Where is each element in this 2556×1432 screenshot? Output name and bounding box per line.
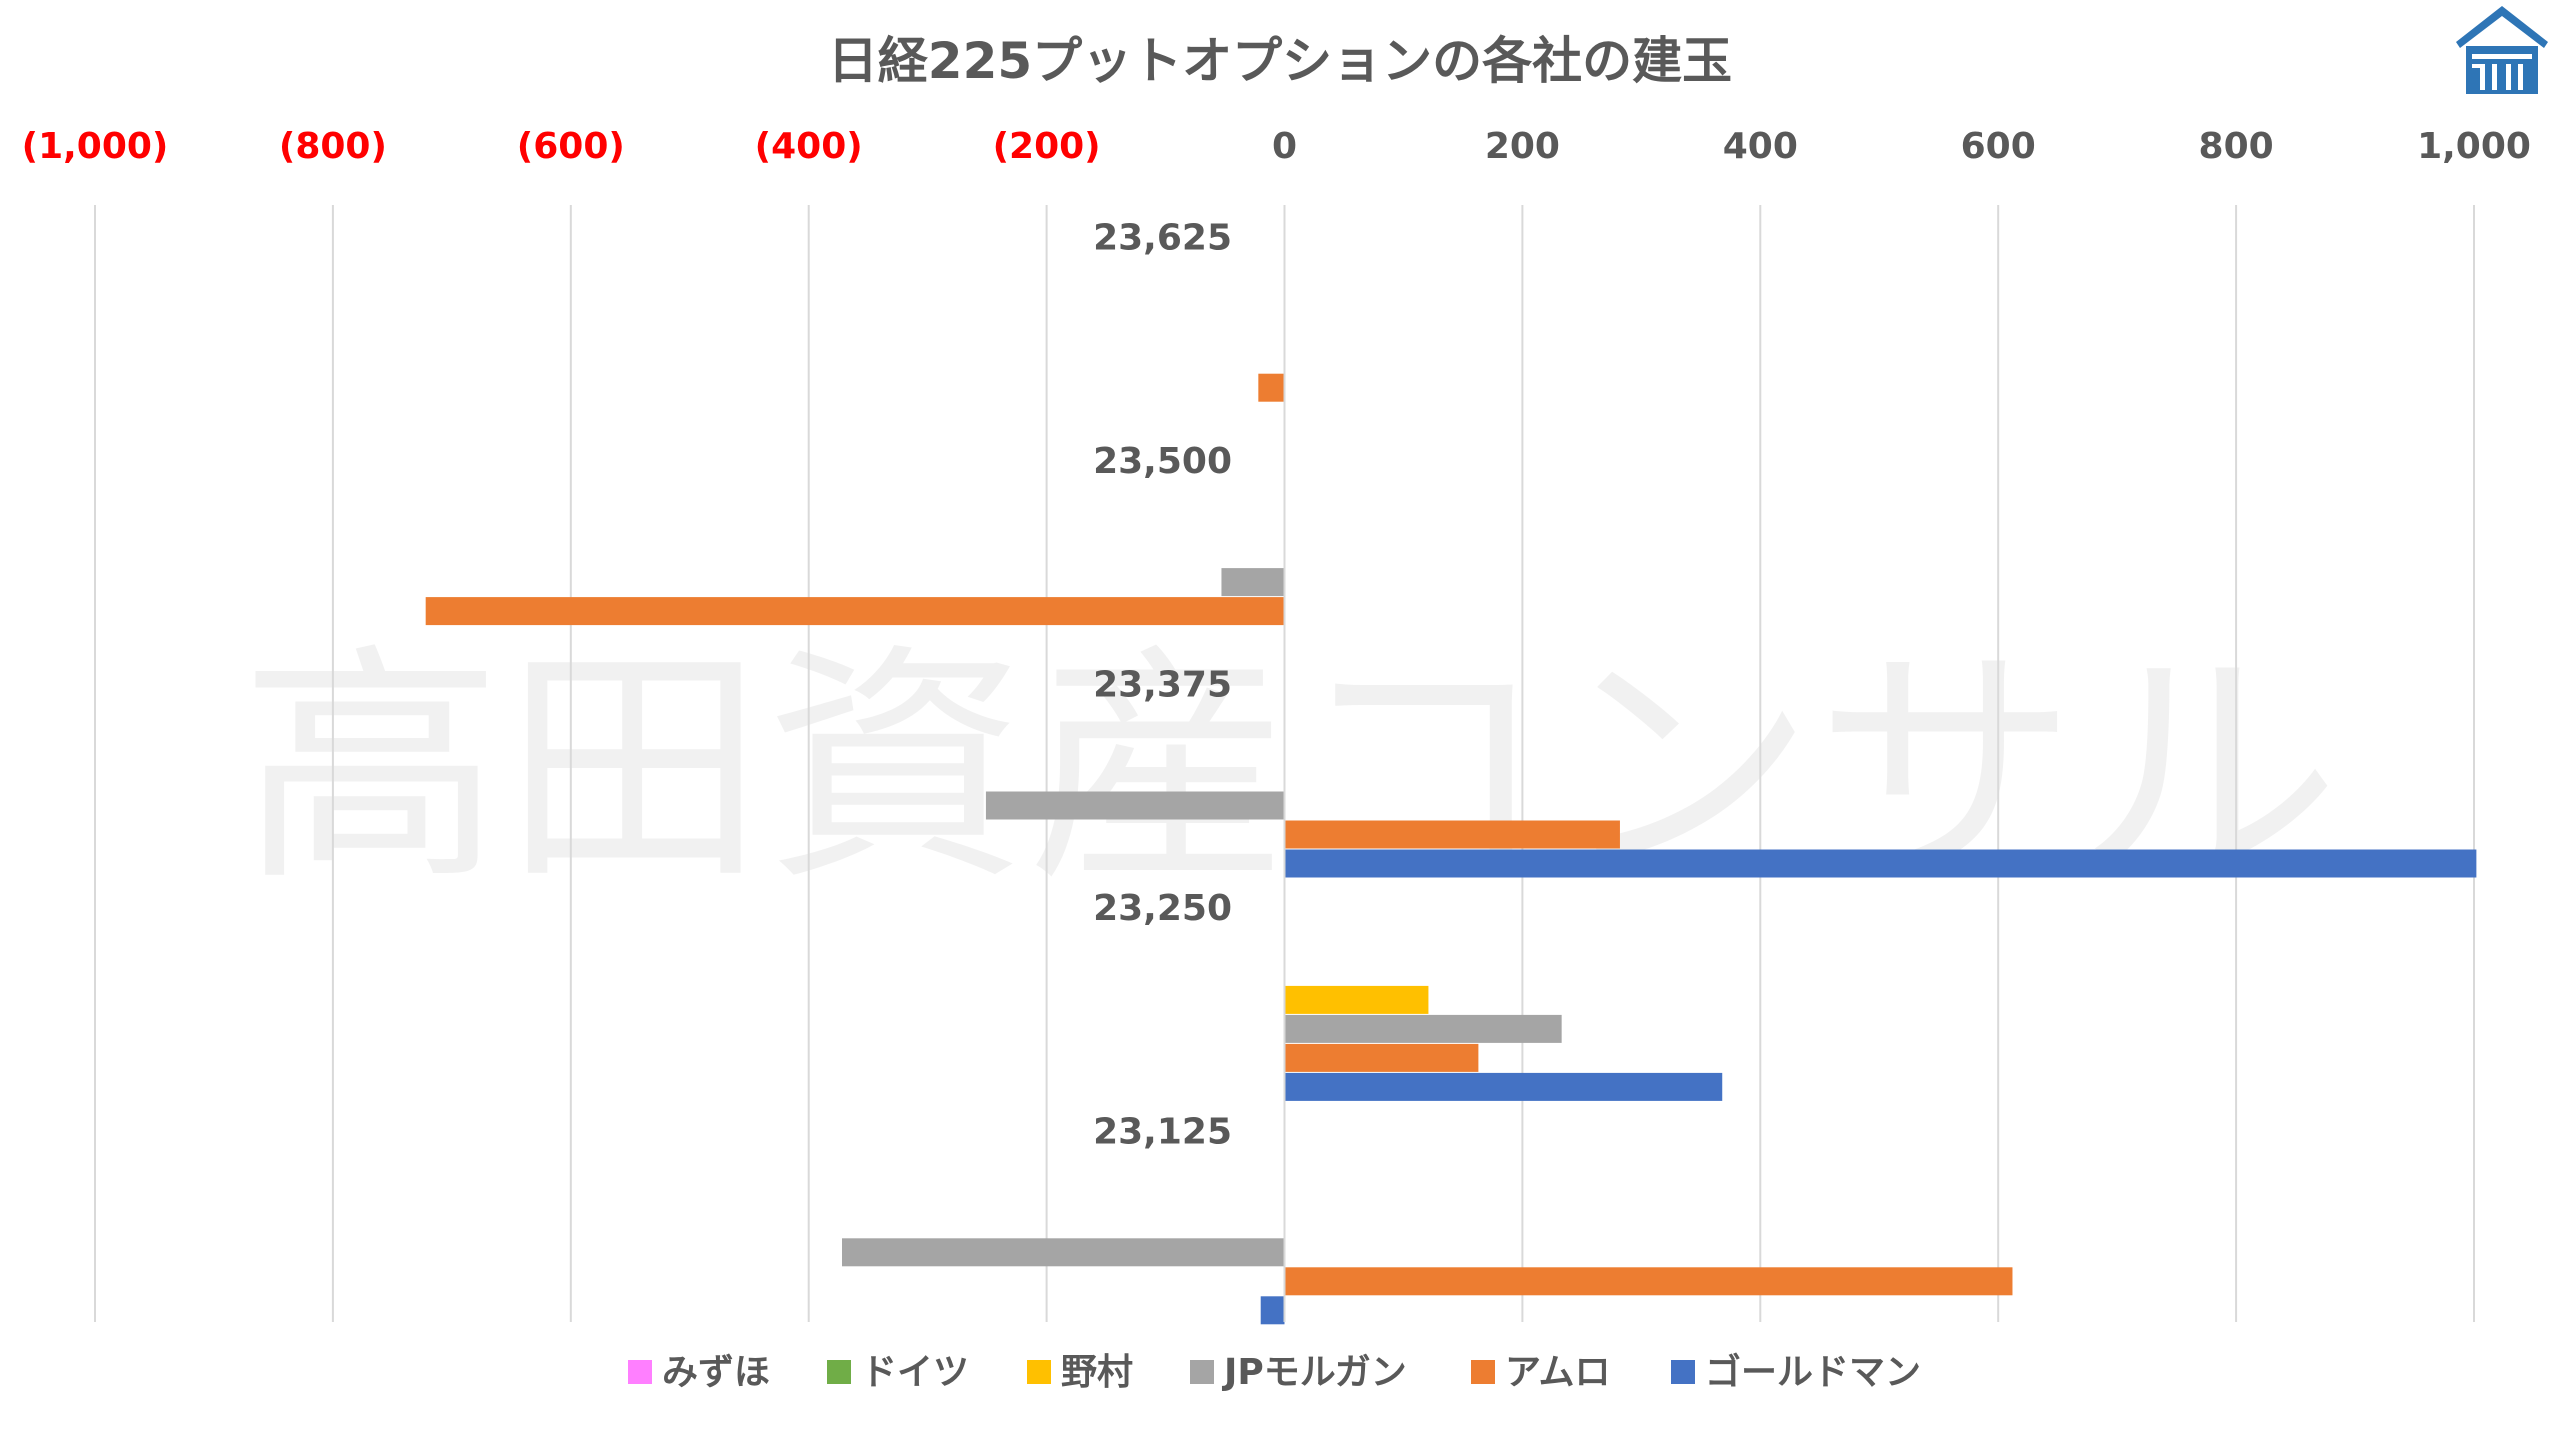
- legend-swatch: [628, 1360, 652, 1384]
- bar: [1221, 568, 1285, 597]
- legend-label: ドイツ: [861, 1352, 969, 1393]
- legend-label: みずほ: [662, 1352, 770, 1393]
- x-tick-label: 800: [2199, 126, 2274, 167]
- x-tick-label: (400): [755, 126, 863, 167]
- legend-swatch: [1671, 1360, 1695, 1384]
- bar: [1260, 1296, 1285, 1325]
- bar: [1258, 373, 1285, 402]
- bars: [425, 205, 2477, 1325]
- x-axis-tick-labels: (1,000) (800) (600) (400) (200) 0 200 400 600 800…: [22, 126, 2531, 167]
- house-logo-icon: [2456, 6, 2548, 94]
- x-tick-label: 1,000: [2417, 126, 2531, 167]
- category-label: 23,500: [1093, 441, 1232, 482]
- bar: [1284, 820, 1620, 849]
- bar: [985, 791, 1285, 820]
- category-label: 23,125: [1093, 1111, 1232, 1152]
- bar: [1284, 1043, 1479, 1072]
- x-tick-label: 0: [1272, 126, 1297, 167]
- legend-label: JPモルガン: [1221, 1352, 1407, 1393]
- legend-label: アムロ: [1505, 1352, 1610, 1393]
- category-label: 23,250: [1093, 888, 1232, 929]
- bar: [1284, 849, 2477, 878]
- legend-label: 野村: [1061, 1352, 1133, 1393]
- legend-swatch: [1471, 1360, 1495, 1384]
- x-tick-label: (800): [279, 126, 387, 167]
- x-tick-label: (1,000): [22, 126, 169, 167]
- category-labels: 23,625 23,500 23,375 23,250 23,125: [1093, 218, 1232, 1153]
- bar: [425, 597, 1285, 626]
- bar: [842, 1238, 1285, 1267]
- legend-swatch: [1027, 1360, 1051, 1384]
- x-tick-label: 200: [1485, 126, 1560, 167]
- x-tick-label: 400: [1723, 126, 1798, 167]
- bar: [1284, 1267, 2013, 1296]
- legend-label: ゴールドマン: [1705, 1351, 1921, 1393]
- category-label: 23,375: [1093, 665, 1232, 706]
- x-tick-label: (600): [517, 126, 625, 167]
- x-tick-label: (200): [993, 126, 1101, 167]
- bar: [1284, 985, 1429, 1014]
- legend: みずほ ドイツ 野村 JPモルガン アムロ ゴールドマン: [628, 1351, 1921, 1393]
- bar: [1284, 1072, 1723, 1101]
- category-label: 23,625: [1093, 218, 1232, 259]
- legend-swatch: [1190, 1360, 1214, 1384]
- legend-swatch: [827, 1360, 851, 1384]
- bar: [1284, 1014, 1562, 1043]
- chart-title: 日経225プットオプションの各社の建玉: [828, 32, 1732, 90]
- x-tick-label: 600: [1961, 126, 2036, 167]
